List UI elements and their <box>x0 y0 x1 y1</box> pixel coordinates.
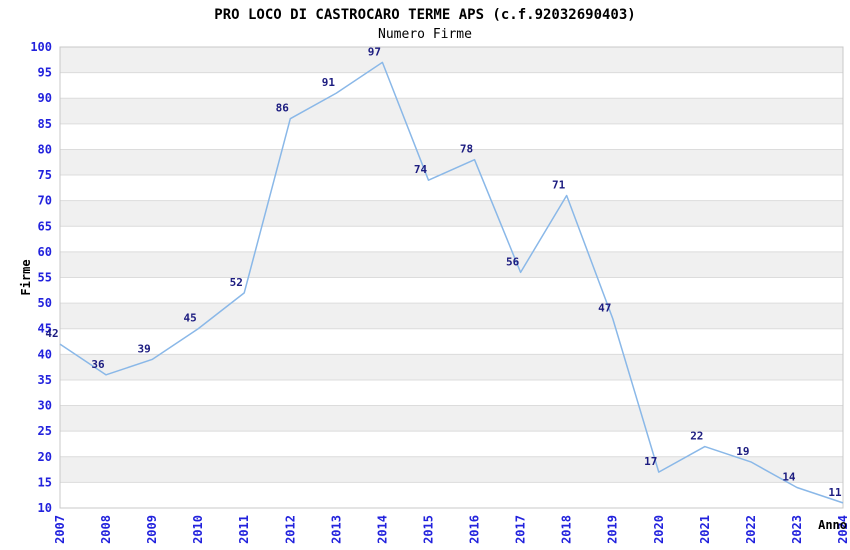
x-tick-label: 2015 <box>421 515 435 544</box>
data-label: 22 <box>690 430 703 443</box>
x-axis-label: Anno <box>818 518 847 532</box>
x-tick-label: 2010 <box>191 515 205 544</box>
plot-band <box>60 123 843 150</box>
plot-band <box>60 303 843 329</box>
series-line <box>59 61 844 504</box>
plot-band <box>60 226 843 252</box>
y-tick-label: 100 <box>30 40 52 54</box>
chart-subtitle: Numero Firme <box>378 27 472 42</box>
y-tick-label: 65 <box>38 219 52 233</box>
y-tick-label: 10 <box>38 501 52 515</box>
y-tick-label: 20 <box>38 450 52 464</box>
y-tick-label: 95 <box>38 66 52 80</box>
x-tick-label: 2022 <box>744 515 758 544</box>
x-tick-label: 2008 <box>99 515 113 544</box>
data-label: 42 <box>45 327 58 340</box>
x-tick-label: 2013 <box>329 515 343 544</box>
y-axis-label: Firme <box>19 259 33 295</box>
x-tick-label: 2016 <box>468 515 482 544</box>
x-tick-label: 2011 <box>237 515 251 544</box>
y-tick-label: 60 <box>38 245 52 259</box>
plot-band <box>60 354 843 380</box>
plot-band <box>60 200 843 227</box>
y-tick-label: 15 <box>38 475 52 489</box>
data-label: 14 <box>782 471 796 484</box>
plot-band <box>60 431 843 457</box>
chart-title: PRO LOCO DI CASTROCARO TERME APS (c.f.92… <box>214 7 636 23</box>
x-tick-label: 2020 <box>652 515 666 544</box>
plot-band <box>60 456 843 483</box>
plot-band <box>60 98 843 124</box>
x-tick-label: 2014 <box>375 515 389 544</box>
y-tick-label: 85 <box>38 117 52 131</box>
y-tick-label: 70 <box>38 194 52 208</box>
plot-band <box>60 482 843 508</box>
y-tick-label: 30 <box>38 399 52 413</box>
y-tick-label: 45 <box>38 322 52 336</box>
y-tick-label: 55 <box>38 271 52 285</box>
y-tick-label: 50 <box>38 296 52 310</box>
plot-band <box>60 277 843 304</box>
x-tick-label: 2019 <box>606 515 620 544</box>
x-tick-label: 2007 <box>53 515 67 544</box>
y-tick-label: 25 <box>38 424 52 438</box>
data-label: 17 <box>644 455 657 468</box>
data-label: 45 <box>184 312 197 325</box>
data-label: 52 <box>230 276 243 289</box>
data-label: 36 <box>91 358 105 371</box>
y-tick-label: 35 <box>38 373 52 387</box>
data-label: 39 <box>137 342 150 355</box>
x-tick-label: 2009 <box>145 515 159 544</box>
plot-band <box>60 328 843 355</box>
y-tick-label: 90 <box>38 91 52 105</box>
plot-band <box>60 405 843 432</box>
x-tick-label: 2023 <box>790 515 804 544</box>
data-label: 86 <box>276 102 290 115</box>
plot-band <box>60 175 843 201</box>
x-tick-label: 2017 <box>514 515 528 544</box>
data-label: 97 <box>368 45 381 58</box>
data-label: 91 <box>322 76 336 89</box>
data-label: 19 <box>736 445 749 458</box>
data-label: 74 <box>414 163 428 176</box>
plot-border <box>59 46 844 509</box>
y-tick-label: 40 <box>38 347 52 361</box>
data-label: 11 <box>828 486 842 499</box>
plot-band <box>60 47 843 73</box>
x-tick-label: 2021 <box>698 515 712 544</box>
y-tick-label: 75 <box>38 168 52 182</box>
data-label: 71 <box>552 179 566 192</box>
x-tick-label: 2024 <box>836 515 850 544</box>
plot-band <box>60 379 843 406</box>
x-tick-label: 2012 <box>283 515 297 544</box>
y-tick-label: 80 <box>38 142 52 156</box>
data-label: 78 <box>460 143 473 156</box>
plot-band <box>60 251 843 278</box>
x-tick-label: 2018 <box>560 515 574 544</box>
plot-band <box>60 149 843 176</box>
data-label: 56 <box>506 255 520 268</box>
plot-band <box>60 72 843 99</box>
data-label: 47 <box>598 301 611 314</box>
